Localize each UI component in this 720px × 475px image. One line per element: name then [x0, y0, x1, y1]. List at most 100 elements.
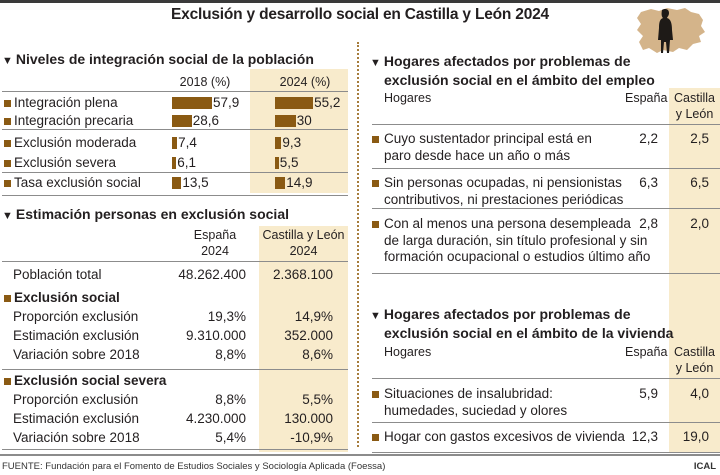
bar-label-2024: 5,5 — [279, 155, 299, 170]
bar-label-2018: 13,5 — [182, 175, 209, 190]
divider-line — [2, 369, 348, 370]
bar-2024 — [275, 97, 314, 109]
divider-line — [2, 449, 348, 450]
footer-rule — [0, 454, 720, 456]
column-header-hogares: Hogares — [384, 345, 432, 359]
triangle-down-icon: ▼ — [370, 57, 381, 69]
row-label: humedades, suciedad y olores — [384, 402, 568, 418]
bar-label-2018: 28,6 — [192, 113, 220, 128]
row-label: Variación sobre 2018 — [13, 347, 140, 362]
triangle-down-icon: ▼ — [2, 210, 13, 222]
bar-2018 — [172, 157, 177, 169]
value-espana: 9.310.000 — [185, 328, 246, 343]
value-castilla-leon: 4,0 — [690, 386, 709, 401]
column-header-2018: 2018 (%) — [179, 75, 231, 89]
row-label: Proporción exclusión — [13, 392, 139, 407]
section-heading-estimacion: ▼ Estimación personas en exclusión social — [2, 206, 289, 222]
group-bullet-icon — [4, 378, 11, 385]
column-header-hogares: Hogares — [384, 91, 432, 105]
row-bullet-icon — [4, 160, 11, 167]
value-castilla-leon: 352.000 — [284, 328, 333, 343]
row-label: Proporción exclusión — [13, 309, 139, 324]
bar-label-2024: 14,9 — [286, 175, 313, 190]
row-label-poblacion-total: Población total — [13, 267, 102, 282]
column-header-espana: España — [625, 345, 668, 359]
row-bullet-icon — [372, 180, 379, 187]
top-border — [0, 0, 720, 3]
row-bullet-icon — [4, 118, 11, 125]
row-label: Hogar con gastos excesivos de vivienda — [384, 429, 625, 444]
row-label: Cuyo sustentador principal está en — [384, 131, 592, 146]
triangle-down-icon: ▼ — [370, 310, 381, 322]
value-cyl-poblacion: 2.368.100 — [272, 267, 333, 282]
row-label: formación ocupacional o estudios último … — [384, 249, 651, 264]
row-label: Integración precaria — [14, 113, 134, 128]
row-label: Exclusión severa — [14, 155, 117, 170]
column-header-espana: España — [625, 91, 668, 105]
section-heading-empleo: ▼ Hogares afectados por problemas de excl… — [370, 53, 655, 88]
row-label: Exclusión moderada — [14, 135, 137, 150]
row-bullet-icon — [372, 136, 379, 143]
value-espana: 8,8% — [215, 347, 246, 362]
section-heading-integracion: ▼ Niveles de integración social de la pob… — [2, 51, 314, 67]
column-divider — [357, 42, 359, 447]
divider-line — [372, 168, 720, 169]
bar-label-2024: 55,2 — [314, 95, 341, 110]
page-title: Exclusión y desarrollo social en Castill… — [171, 6, 549, 23]
value-castilla-leon: 2,0 — [690, 216, 709, 231]
row-bullet-icon — [4, 180, 11, 187]
row-label: Estimación exclusión — [13, 328, 140, 343]
value-castilla-leon: 5,5% — [302, 392, 333, 407]
row-label: de larga duración, sin título profesiona… — [384, 232, 648, 248]
divider-line — [2, 172, 348, 173]
row-bullet-icon — [4, 140, 11, 147]
column-header-castilla-leon: Castilla y León — [674, 345, 715, 375]
row-label: Sin personas ocupadas, ni pensionistas — [384, 175, 622, 190]
divider-line — [372, 452, 720, 453]
bar-label-2018: 57,9 — [213, 95, 240, 110]
row-bullet-icon — [372, 221, 379, 228]
row-bullet-icon — [372, 434, 379, 441]
bar-2024 — [275, 177, 286, 189]
bar-2018 — [172, 97, 212, 109]
column-header-2024: 2024 (%) — [279, 75, 331, 89]
bar-2024 — [275, 137, 282, 149]
row-label: paro desde hace un año o más — [384, 147, 571, 163]
bar-label-2024: 30 — [296, 113, 312, 128]
divider-line — [372, 273, 720, 274]
divider-line — [2, 129, 348, 130]
divider-line — [372, 422, 720, 423]
triangle-down-icon: ▼ — [2, 55, 13, 67]
divider-line — [2, 195, 348, 196]
value-espana: 2,2 — [639, 131, 658, 146]
value-espana: 5,4% — [215, 430, 246, 445]
value-espana: 2,8 — [639, 216, 658, 231]
value-espana: 12,3 — [631, 429, 658, 444]
value-castilla-leon: 130.000 — [284, 411, 333, 426]
cyl-highlight-column-right — [669, 88, 720, 452]
row-label: Variación sobre 2018 — [13, 430, 140, 445]
row-label: Con al menos una persona desempleada — [384, 216, 631, 231]
value-castilla-leon: 6,5 — [690, 175, 709, 190]
agency-credit: ICAL — [693, 461, 716, 472]
row-label: Situaciones de insalubridad: — [384, 386, 553, 401]
value-castilla-leon: 2,5 — [690, 131, 709, 146]
section-heading-vivienda: ▼ Hogares afectados por problemas de excl… — [370, 306, 674, 341]
castilla-leon-map-icon — [637, 8, 705, 53]
value-espana: 19,3% — [207, 309, 246, 324]
value-castilla-leon: 19,0 — [682, 429, 709, 444]
row-label: Tasa exclusión social — [14, 175, 141, 190]
group-bullet-icon — [4, 295, 11, 302]
divider-line — [372, 208, 720, 209]
row-label: Integración plena — [14, 95, 118, 110]
value-castilla-leon: 14,9% — [294, 309, 333, 324]
value-espana: 5,9 — [639, 386, 658, 401]
group-label: Exclusión social — [14, 290, 120, 305]
bar-2018 — [172, 137, 178, 149]
divider-line — [2, 261, 348, 262]
row-label: Estimación exclusión — [13, 411, 140, 426]
person-silhouette-icon — [658, 9, 673, 53]
divider-line — [372, 124, 720, 125]
value-espana: 6,3 — [639, 175, 658, 190]
bar-2024 — [275, 157, 279, 169]
